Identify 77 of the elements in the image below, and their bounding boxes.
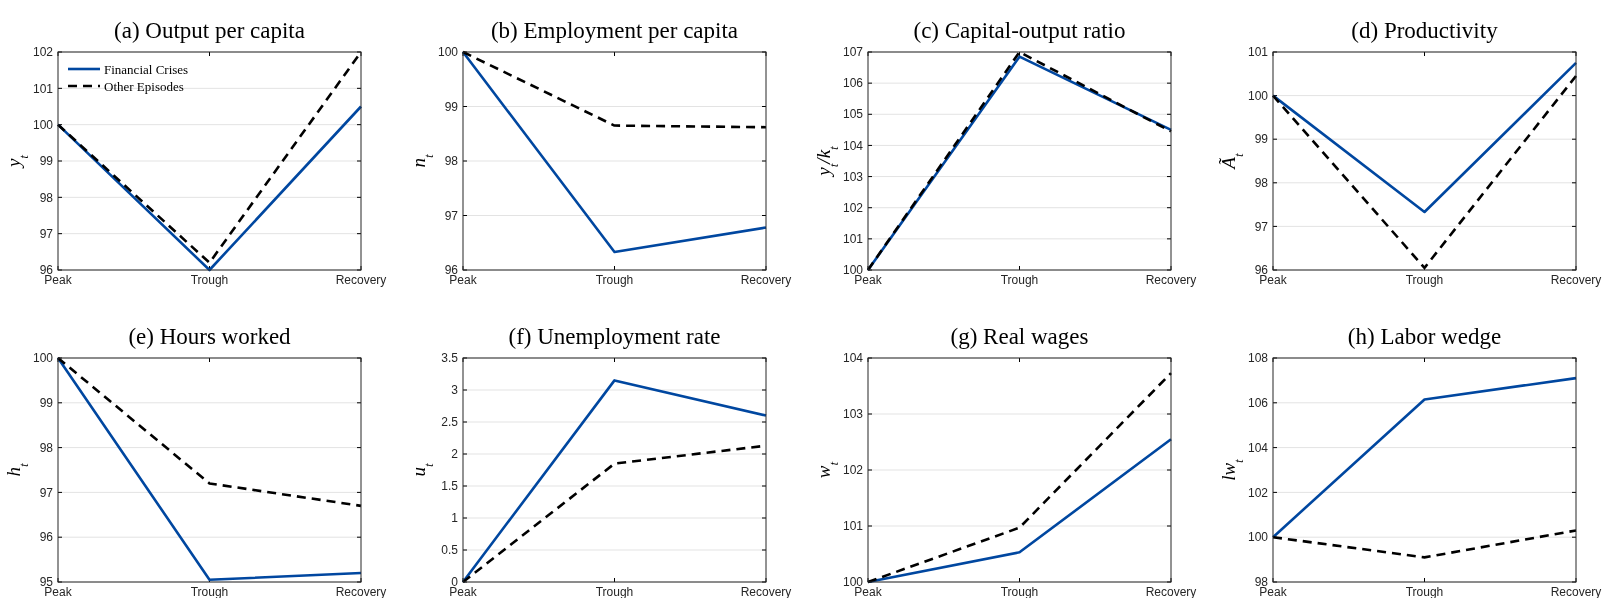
y-tick-label: 101 bbox=[842, 519, 864, 534]
y-tick-label: 98 bbox=[444, 154, 459, 169]
x-tick-label: Trough bbox=[595, 585, 634, 598]
chart-title: (a) Output per capita bbox=[114, 18, 305, 43]
y-tick-label: 0.5 bbox=[441, 543, 459, 558]
chart-title: (f) Unemployment rate bbox=[508, 324, 721, 349]
x-tick-label: Trough bbox=[1000, 273, 1039, 287]
x-tick-label: Trough bbox=[1405, 585, 1444, 598]
y-tick-label: 2.5 bbox=[441, 415, 459, 430]
x-tick-label: Recovery bbox=[335, 273, 387, 287]
y-tick-label: 102 bbox=[1247, 485, 1269, 500]
y-tick-label: 104 bbox=[842, 351, 864, 366]
y-tick-label: 100 bbox=[437, 45, 459, 60]
x-tick-label: Peak bbox=[854, 273, 883, 287]
chart-title: (d) Productivity bbox=[1351, 18, 1499, 43]
y-tick-label: 97 bbox=[1254, 219, 1269, 234]
y-tick-label: 103 bbox=[842, 407, 864, 422]
y-tick-label: 99 bbox=[1254, 132, 1269, 147]
x-tick-label: Trough bbox=[190, 585, 229, 598]
x-tick-label: Recovery bbox=[1550, 585, 1602, 598]
legend-label: Financial Crises bbox=[104, 61, 189, 77]
y-tick-label: 1.5 bbox=[441, 479, 459, 494]
chart-title: (c) Capital-output ratio bbox=[913, 18, 1126, 43]
y-tick-label: 98 bbox=[1254, 176, 1269, 190]
y-tick-label: 105 bbox=[842, 107, 864, 122]
y-tick-label: 102 bbox=[842, 200, 864, 215]
x-tick-label: Trough bbox=[1405, 273, 1444, 287]
y-tick-label: 101 bbox=[1247, 45, 1269, 60]
y-tick-label: 97 bbox=[39, 485, 54, 500]
y-tick-label: 102 bbox=[32, 45, 54, 60]
x-tick-label: Recovery bbox=[740, 273, 792, 287]
y-tick-label: 3 bbox=[451, 383, 459, 398]
x-tick-label: Recovery bbox=[1145, 585, 1197, 598]
x-tick-label: Peak bbox=[449, 273, 478, 287]
y-tick-label: 100 bbox=[1247, 88, 1269, 103]
x-tick-label: Trough bbox=[1000, 585, 1039, 598]
x-tick-label: Recovery bbox=[1145, 273, 1197, 287]
y-tick-label: 108 bbox=[1247, 351, 1269, 366]
y-tick-label: 100 bbox=[1247, 530, 1269, 545]
legend-label: Other Episodes bbox=[104, 78, 184, 94]
y-tick-label: 104 bbox=[842, 138, 864, 153]
y-tick-label: 100 bbox=[32, 351, 54, 366]
x-tick-label: Trough bbox=[190, 273, 229, 287]
y-tick-label: 106 bbox=[1247, 396, 1269, 410]
chart-title: (g) Real wages bbox=[950, 324, 1089, 349]
x-tick-label: Peak bbox=[44, 273, 73, 287]
x-tick-label: Peak bbox=[854, 585, 883, 598]
y-tick-label: 99 bbox=[444, 99, 459, 114]
chart-title: (h) Labor wedge bbox=[1347, 324, 1502, 349]
x-tick-label: Recovery bbox=[1550, 273, 1602, 287]
x-tick-label: Trough bbox=[595, 273, 634, 287]
x-tick-label: Peak bbox=[449, 585, 478, 598]
y-tick-label: 96 bbox=[39, 530, 54, 545]
y-tick-label: 3.5 bbox=[441, 351, 459, 366]
y-tick-label: 101 bbox=[842, 232, 864, 247]
x-tick-label: Recovery bbox=[740, 585, 792, 598]
y-tick-label: 97 bbox=[39, 226, 54, 241]
y-tick-label: 99 bbox=[39, 154, 54, 169]
y-tick-label: 106 bbox=[842, 76, 864, 91]
y-tick-label: 97 bbox=[444, 208, 459, 223]
x-tick-label: Peak bbox=[1259, 273, 1288, 287]
x-tick-label: Recovery bbox=[335, 585, 387, 598]
y-tick-label: 99 bbox=[39, 396, 54, 410]
chart-title: (b) Employment per capita bbox=[490, 18, 739, 43]
y-tick-label: 101 bbox=[32, 81, 54, 96]
y-tick-label: 103 bbox=[842, 169, 864, 184]
x-tick-label: Peak bbox=[44, 585, 73, 598]
x-tick-label: Peak bbox=[1259, 585, 1288, 598]
y-tick-label: 102 bbox=[842, 463, 864, 478]
y-tick-label: 98 bbox=[39, 190, 54, 205]
y-tick-label: 100 bbox=[32, 117, 54, 132]
y-tick-label: 107 bbox=[842, 45, 864, 60]
y-tick-label: 1 bbox=[451, 511, 459, 526]
y-tick-label: 104 bbox=[1247, 440, 1269, 455]
y-tick-label: 2 bbox=[451, 447, 459, 462]
y-tick-label: 98 bbox=[39, 440, 54, 455]
chart-title: (e) Hours worked bbox=[128, 324, 292, 349]
